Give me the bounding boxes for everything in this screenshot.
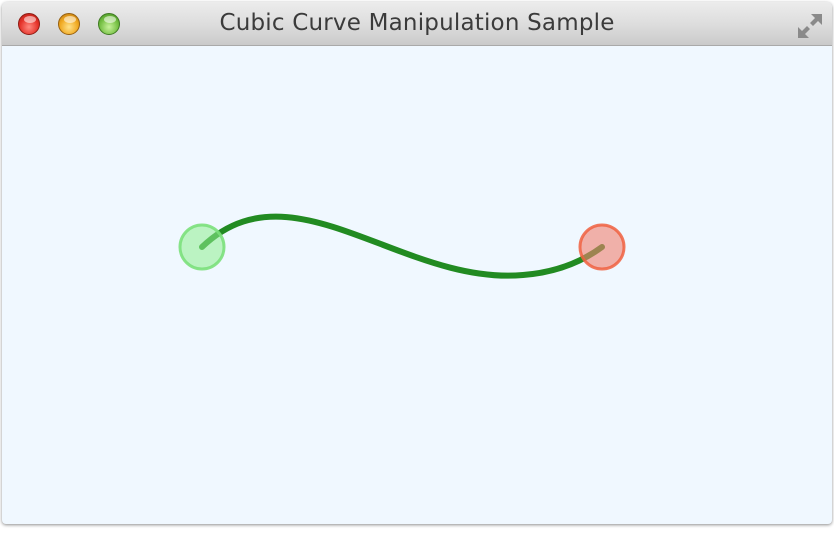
minimize-button[interactable] — [58, 13, 80, 35]
end-control-handle[interactable] — [578, 223, 626, 271]
fullscreen-icon — [798, 14, 822, 38]
close-button[interactable] — [18, 13, 40, 35]
curve-surface — [178, 213, 626, 279]
fullscreen-button[interactable] — [796, 12, 824, 40]
title-bar[interactable]: Cubic Curve Manipulation Sample — [2, 2, 832, 46]
drawing-canvas — [2, 46, 832, 524]
app-window: Cubic Curve Manipulation Sample — [2, 2, 832, 524]
window-title: Cubic Curve Manipulation Sample — [219, 10, 615, 36]
start-control-handle[interactable] — [178, 223, 226, 271]
zoom-button[interactable] — [98, 13, 120, 35]
cubic-curve — [199, 213, 605, 279]
